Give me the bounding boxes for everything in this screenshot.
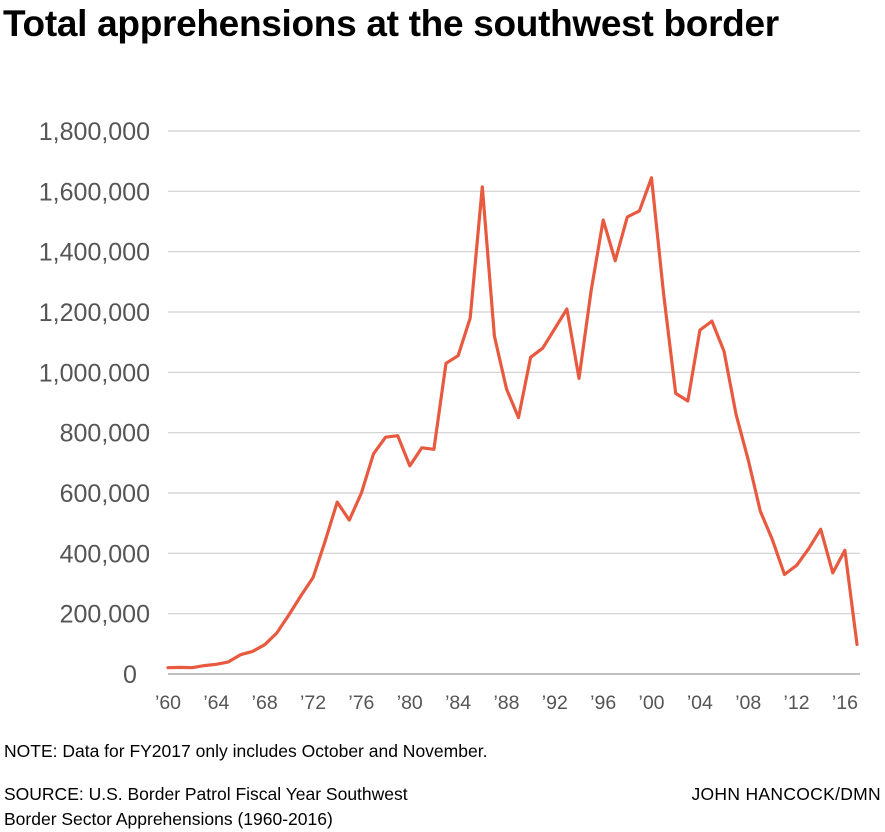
x-tick-label: ’68 xyxy=(252,692,278,714)
chart-source: SOURCE: U.S. Border Patrol Fiscal Year S… xyxy=(4,782,564,832)
y-tick-label: 200,000 xyxy=(60,601,150,629)
x-tick-label: ’88 xyxy=(493,692,519,714)
y-tick-label: 1,200,000 xyxy=(39,299,150,327)
y-tick-label: 1,000,000 xyxy=(39,359,150,387)
y-tick-label: 0 xyxy=(123,661,137,689)
x-tick-label: ’64 xyxy=(203,692,229,714)
y-tick-label: 600,000 xyxy=(60,480,150,508)
series-line xyxy=(166,176,859,670)
y-tick-label: 1,600,000 xyxy=(39,178,150,206)
x-tick-label: ’16 xyxy=(832,692,858,714)
x-tick-label: ’04 xyxy=(687,692,713,714)
x-tick-label: ’60 xyxy=(155,692,181,714)
chart-credit: JOHN HANCOCK/DMN xyxy=(691,784,881,804)
x-tick-label: ’80 xyxy=(397,692,423,714)
x-tick-label: ’92 xyxy=(542,692,568,714)
chart-title: Total apprehensions at the southwest bor… xyxy=(3,3,779,44)
x-tick-label: ’76 xyxy=(348,692,374,714)
y-axis: 0 200,000 400,000 600,000 800,000 1,000,000 1,… xyxy=(39,118,150,689)
x-tick-label: ’00 xyxy=(638,692,664,714)
gridlines xyxy=(168,130,860,675)
y-tick-label: 1,800,000 xyxy=(39,118,150,146)
x-axis: ’60 ’64 ’68 ’72 ’76 ’80 ’84 ’88 ’92 ’96 ’00 ’04 ’08 ’… xyxy=(155,692,858,714)
x-tick-label: ’12 xyxy=(784,692,810,714)
x-tick-label: ’84 xyxy=(445,692,471,714)
source-line-1: SOURCE: U.S. Border Patrol Fiscal Year S… xyxy=(4,784,408,804)
chart-note: NOTE: Data for FY2017 only includes Octo… xyxy=(4,741,488,761)
y-tick-label: 800,000 xyxy=(60,420,150,448)
line-chart: 0 200,000 400,000 600,000 800,000 1,000,000 1,… xyxy=(39,118,860,714)
x-tick-label: ’08 xyxy=(735,692,761,714)
x-tick-label: ’72 xyxy=(300,692,326,714)
source-line-2: Border Sector Apprehensions (1960-2016) xyxy=(4,809,333,829)
series-layer xyxy=(166,176,859,670)
x-tick-label: ’96 xyxy=(590,692,616,714)
y-tick-label: 1,400,000 xyxy=(39,239,150,267)
y-tick-label: 400,000 xyxy=(60,540,150,568)
